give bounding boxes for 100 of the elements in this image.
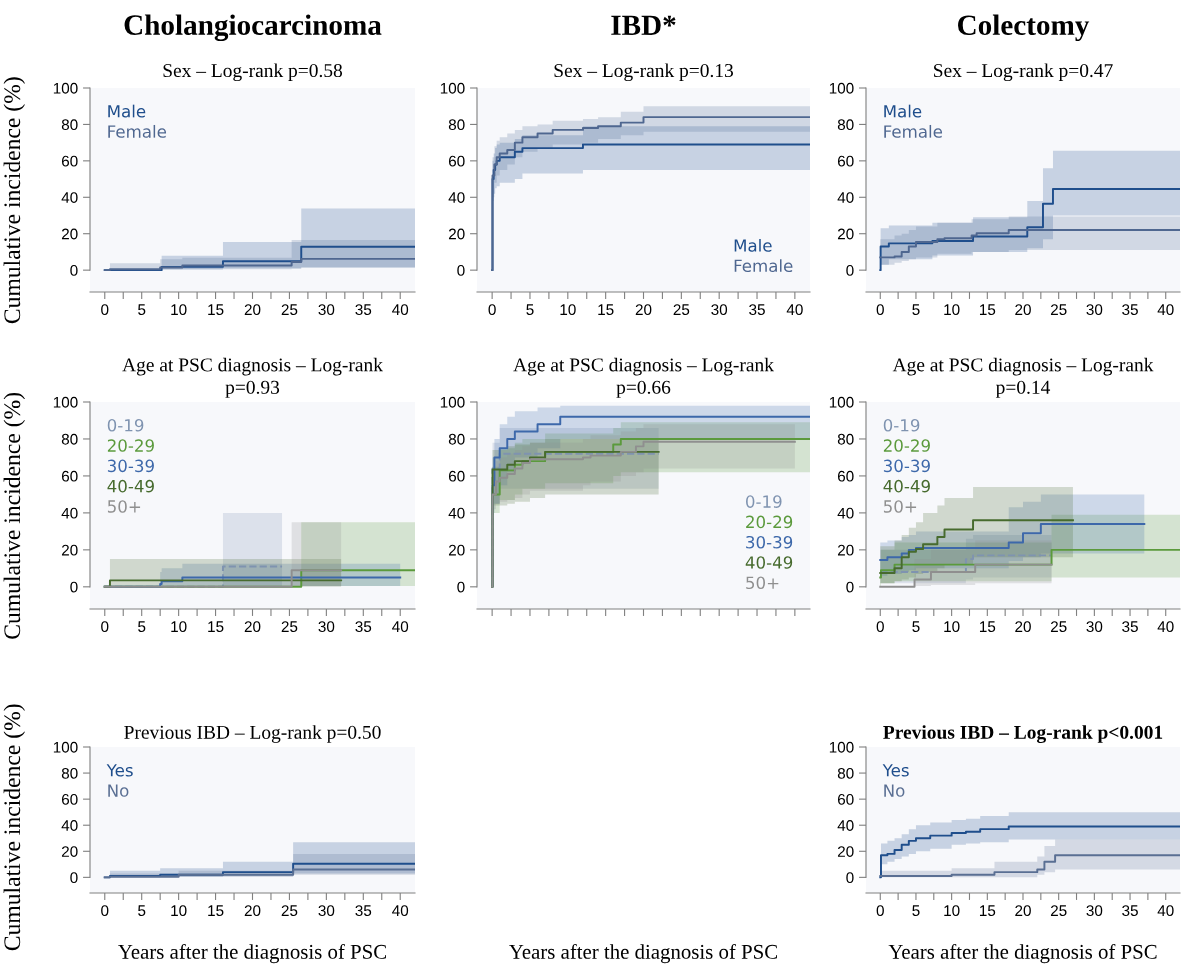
- x-tick-label: 25: [281, 621, 298, 633]
- x-tick-label: 5: [912, 621, 920, 633]
- y-tick-label: 80: [448, 433, 465, 445]
- text: Yes: [882, 764, 909, 777]
- x-tick-label: 5: [912, 304, 920, 316]
- y-tick-label: 100: [53, 82, 78, 94]
- x-tick-label: 30: [711, 304, 728, 316]
- x-tick-label: 25: [1050, 621, 1067, 633]
- y-tick-label: 20: [61, 228, 78, 240]
- x-tick-label: 30: [1086, 621, 1103, 633]
- x-tick-label: 25: [281, 304, 298, 316]
- text: No: [884, 784, 905, 797]
- y-tick-label: 80: [837, 433, 854, 445]
- y-tick-label: 60: [837, 470, 854, 482]
- y-tick-label: 60: [837, 794, 854, 805]
- text: 20-29: [107, 439, 154, 452]
- chart-title: Age at PSC diagnosis – Log-rank p=0.14: [892, 357, 1154, 398]
- chart-subtitle: Sex – Log-rank p=0.58: [163, 63, 343, 82]
- x-tick-label: 35: [355, 905, 372, 917]
- y-tick-label: 80: [61, 767, 78, 779]
- chart-title: Cholangiocarcinoma: [124, 14, 382, 42]
- y-tick-label: 40: [448, 192, 465, 203]
- y-tick-label: 0: [70, 872, 78, 884]
- x-tick-label: 20: [244, 621, 261, 633]
- y-axis-title: Cumulative incidence (%): [3, 392, 25, 639]
- text: Yes: [106, 764, 133, 777]
- y-tick-label: 100: [53, 741, 78, 753]
- x-tick-label: 0: [488, 304, 496, 316]
- y-tick-label: 60: [837, 155, 854, 167]
- y-tick-label: 0: [457, 581, 465, 593]
- text: 30-39: [883, 459, 930, 473]
- text: 30-39: [107, 459, 154, 473]
- y-tick-label: 20: [837, 846, 854, 857]
- x-tick-label: 15: [979, 304, 996, 316]
- x-tick-label: 25: [1050, 905, 1067, 917]
- x-tick-label: 30: [318, 905, 335, 917]
- y-tick-label: 100: [53, 396, 78, 408]
- y-tick-label: 0: [70, 265, 78, 276]
- x-tick-label: 20: [244, 905, 261, 917]
- text: Male: [734, 238, 772, 252]
- y-tick-label: 20: [61, 544, 78, 556]
- x-tick-label: 5: [138, 621, 146, 633]
- y-axis-title: Cumulative incidence (%): [3, 704, 25, 951]
- y-tick-label: 80: [448, 119, 465, 131]
- x-tick-label: 15: [979, 905, 996, 917]
- x-tick-label: 25: [281, 905, 298, 917]
- chart-title: Previous IBD – Log-rank p<0.001: [883, 725, 1163, 743]
- x-tick-label: 25: [1050, 304, 1067, 316]
- text: Male: [884, 104, 922, 118]
- text: 50+: [107, 500, 141, 513]
- y-tick-label: 0: [846, 581, 854, 593]
- x-tick-label: 10: [944, 304, 960, 316]
- x-tick-label: 20: [1015, 905, 1031, 917]
- text: No: [108, 784, 129, 797]
- text: Male: [108, 104, 146, 118]
- chart-subtitle: Sex – Log-rank p=0.13: [554, 63, 734, 82]
- text: 40-49: [745, 556, 793, 569]
- x-tick-label: 5: [138, 905, 146, 917]
- x-tick-label: 20: [1015, 621, 1031, 633]
- y-tick-label: 20: [837, 544, 854, 556]
- x-tick-label: 30: [1086, 304, 1103, 316]
- y-tick-label: 80: [837, 119, 854, 131]
- text: 30-39: [746, 535, 793, 549]
- x-tick-label: 10: [171, 304, 187, 316]
- y-tick-label: 20: [837, 228, 854, 240]
- x-tick-label: 20: [1015, 304, 1031, 316]
- x-tick-label: 35: [1122, 304, 1138, 316]
- text: 0-19: [883, 418, 920, 432]
- text: Female: [734, 259, 793, 273]
- x-tick-label: 0: [876, 304, 884, 316]
- x-axis-title: Years after the diagnosis of PSC: [509, 944, 777, 964]
- y-tick-label: 0: [70, 581, 78, 593]
- x-tick-label: 0: [101, 621, 109, 633]
- y-tick-label: 40: [837, 820, 854, 831]
- y-tick-label: 40: [61, 192, 78, 203]
- x-tick-label: 25: [673, 304, 690, 316]
- x-tick-label: 10: [171, 621, 187, 633]
- text: 20-29: [746, 515, 793, 529]
- chart-title: Age at PSC diagnosis – Log-rank p=0.66: [513, 357, 774, 398]
- x-tick-label: 10: [560, 304, 576, 316]
- x-tick-label: 15: [598, 304, 614, 316]
- x-tick-label: 0: [876, 905, 884, 917]
- x-tick-label: 35: [749, 304, 765, 316]
- text: 40-49: [107, 479, 154, 493]
- y-tick-label: 40: [837, 507, 854, 519]
- x-tick-label: 40: [1157, 621, 1174, 633]
- y-tick-label: 100: [440, 82, 465, 94]
- text: 40-49: [883, 479, 930, 493]
- x-tick-label: 10: [171, 905, 187, 917]
- x-tick-label: 0: [101, 304, 109, 316]
- y-tick-label: 100: [829, 396, 854, 408]
- x-tick-label: 40: [392, 304, 409, 316]
- y-tick-label: 80: [61, 119, 78, 131]
- chart-title: Colectomy: [958, 14, 1090, 42]
- x-tick-label: 20: [635, 304, 652, 316]
- x-tick-label: 40: [1157, 304, 1174, 316]
- x-tick-label: 5: [138, 304, 146, 316]
- x-tick-label: 40: [392, 905, 409, 917]
- x-tick-label: 40: [1157, 905, 1174, 917]
- y-tick-label: 60: [61, 155, 78, 167]
